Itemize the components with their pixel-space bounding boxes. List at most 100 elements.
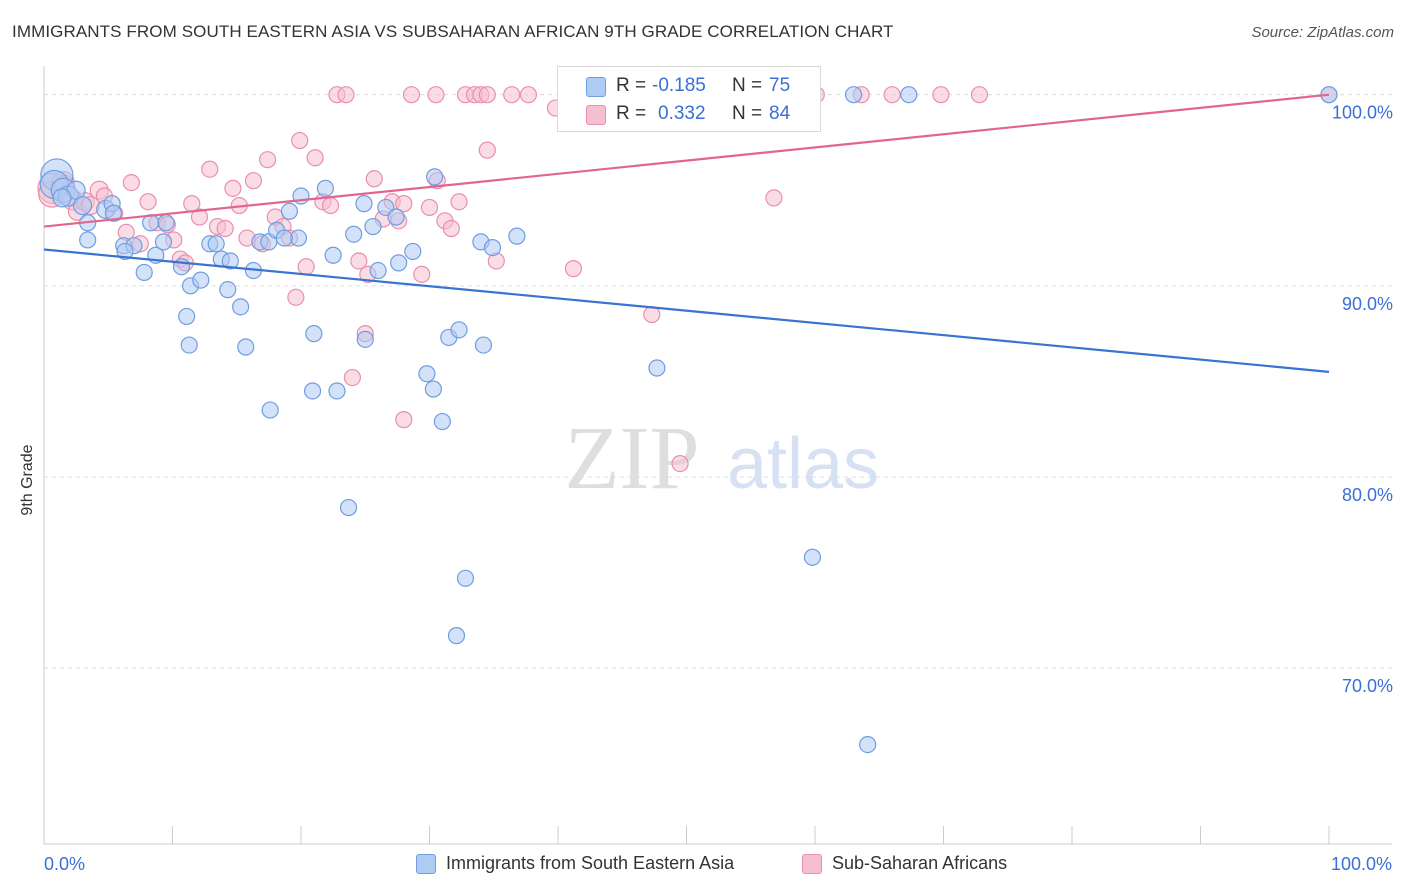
watermark-atlas: atlas — [727, 424, 879, 504]
point-se-asia — [79, 231, 97, 249]
point-se-asia — [275, 229, 293, 247]
point-se-asia — [508, 227, 526, 245]
point-sub-saharan — [765, 189, 783, 207]
point-sub-saharan — [519, 86, 538, 104]
point-sub-saharan — [337, 86, 355, 104]
stats-legend: R = -0.185 N = 75 R = 0.332 N = 84 — [557, 66, 821, 132]
point-se-asia — [447, 627, 466, 645]
point-sub-saharan — [139, 193, 157, 211]
point-sub-saharan — [402, 86, 421, 104]
points-se-asia — [39, 86, 1338, 754]
point-se-asia — [356, 330, 374, 348]
series-legend: Immigrants from South Eastern Asia Sub-S… — [0, 852, 1406, 878]
legend-n-label: N = — [732, 75, 763, 96]
legend-swatch-blue — [586, 77, 606, 97]
legend-r-value: 0.332 — [658, 103, 706, 124]
chart-title: IMMIGRANTS FROM SOUTH EASTERN ASIA VS SU… — [12, 22, 894, 41]
point-se-asia — [483, 238, 502, 257]
y-tick-label: 70.0% — [1342, 676, 1393, 696]
point-se-asia — [180, 336, 198, 354]
point-se-asia — [426, 168, 444, 186]
point-sub-saharan — [427, 86, 445, 104]
point-se-asia — [192, 271, 210, 289]
x-tick-label: 100.0% — [1331, 854, 1392, 874]
legend-r-label: R = — [616, 75, 647, 96]
legend-r-value: -0.185 — [652, 75, 706, 96]
point-se-asia — [135, 263, 153, 282]
point-sub-saharan — [244, 172, 263, 190]
y-axis-label: 9th Grade — [19, 444, 36, 516]
point-se-asia — [345, 225, 363, 243]
legend-swatch-pink — [802, 854, 822, 874]
point-sub-saharan — [287, 288, 305, 306]
point-se-asia — [52, 188, 72, 208]
legend-label-sub-saharan: Sub-Saharan Africans — [832, 853, 1008, 873]
point-sub-saharan — [224, 179, 242, 197]
trendline-sub-saharan — [43, 93, 1330, 228]
point-se-asia — [221, 252, 239, 270]
point-sub-saharan — [503, 86, 521, 104]
legend-label-se-asia: Immigrants from South Eastern Asia — [446, 853, 735, 873]
point-se-asia — [324, 246, 342, 264]
point-sub-saharan — [413, 265, 431, 283]
point-sub-saharan — [365, 170, 383, 188]
point-sub-saharan — [478, 86, 496, 104]
legend-n-value: 84 — [769, 103, 791, 124]
point-se-asia — [418, 365, 436, 383]
point-sub-saharan — [395, 195, 413, 213]
watermark: ZIP atlas — [565, 409, 880, 508]
point-se-asia — [72, 195, 93, 216]
y-tick-label: 80.0% — [1342, 485, 1393, 505]
point-se-asia — [219, 281, 237, 299]
point-sub-saharan — [190, 208, 209, 226]
point-se-asia — [355, 195, 373, 213]
point-sub-saharan — [450, 193, 468, 211]
y-axis-label-wrap: 9th Grade — [18, 444, 38, 515]
point-se-asia — [404, 242, 422, 261]
point-se-asia — [207, 235, 225, 253]
legend-swatch-blue — [416, 854, 436, 874]
point-se-asia — [474, 336, 493, 354]
point-se-asia — [364, 217, 382, 236]
point-sub-saharan — [671, 455, 689, 473]
point-se-asia — [390, 254, 408, 272]
point-se-asia — [859, 735, 877, 754]
point-sub-saharan — [395, 411, 413, 429]
trend-lines — [43, 93, 1330, 373]
point-se-asia — [339, 498, 358, 517]
point-se-asia — [844, 86, 863, 104]
point-se-asia — [157, 214, 175, 232]
point-se-asia — [648, 359, 666, 377]
point-se-asia — [328, 382, 346, 400]
point-se-asia — [261, 401, 279, 419]
point-se-asia — [456, 569, 475, 587]
legend-swatch-pink — [586, 105, 606, 125]
point-sub-saharan — [306, 149, 324, 167]
point-sub-saharan — [258, 151, 277, 169]
point-sub-saharan — [291, 131, 309, 150]
trendline-se-asia — [43, 248, 1330, 373]
point-sub-saharan — [297, 258, 315, 276]
point-se-asia — [232, 298, 250, 316]
point-se-asia — [803, 548, 822, 566]
point-se-asia — [104, 204, 122, 222]
point-se-asia — [316, 179, 335, 197]
legend-row-sub-saharan: R = 0.332 N = 84 — [558, 99, 820, 129]
y-tick-label: 90.0% — [1342, 294, 1393, 314]
x-tick-label: 0.0% — [44, 854, 85, 874]
point-sub-saharan — [122, 174, 140, 192]
point-sub-saharan — [350, 252, 368, 270]
point-se-asia — [900, 86, 918, 104]
point-sub-saharan — [970, 86, 989, 104]
point-sub-saharan — [216, 219, 234, 238]
point-sub-saharan — [420, 198, 439, 217]
point-se-asia — [433, 412, 451, 431]
legend-row-se-asia: R = -0.185 N = 75 — [558, 71, 820, 101]
point-se-asia — [178, 307, 196, 326]
point-sub-saharan — [564, 260, 583, 278]
point-se-asia — [154, 233, 173, 251]
legend-n-value: 75 — [769, 75, 791, 96]
point-sub-saharan — [442, 219, 460, 238]
point-sub-saharan — [883, 86, 901, 104]
